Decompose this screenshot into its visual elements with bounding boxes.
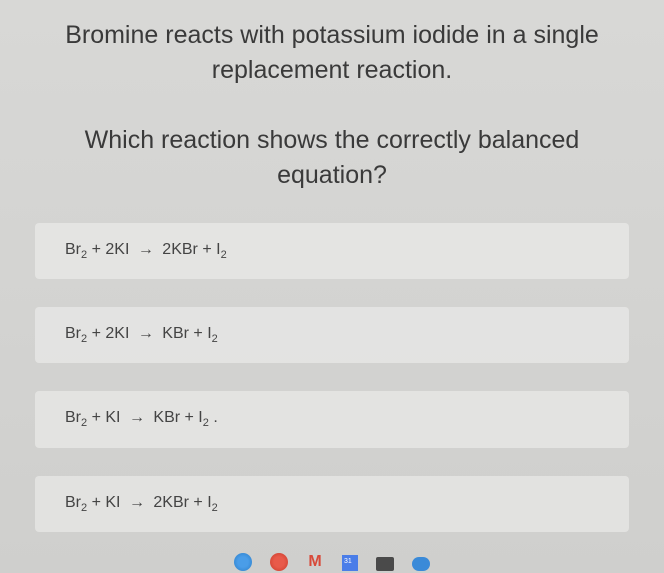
chat-icon[interactable] [412,557,430,571]
equation-text: Br2 + KI → KBr + I2 . [65,409,218,426]
calendar-icon[interactable] [342,555,358,571]
app-icon[interactable] [270,553,288,571]
option-3[interactable]: Br2 + KI → KBr + I2 . [35,391,629,447]
browser-icon[interactable] [234,553,252,571]
option-4[interactable]: Br2 + KI → 2KBr + I2 [35,476,629,532]
option-1[interactable]: Br2 + 2KI → 2KBr + I2 [35,223,629,279]
option-2[interactable]: Br2 + 2KI → KBr + I2 [35,307,629,363]
options-list: Br2 + 2KI → 2KBr + I2 Br2 + 2KI → KBr + … [30,223,634,532]
taskbar: M [0,553,664,573]
video-icon[interactable] [376,557,394,571]
question-container: Bromine reacts with potassium iodide in … [0,0,664,532]
gmail-icon[interactable]: M [306,553,324,571]
equation-text: Br2 + 2KI → KBr + I2 [65,325,218,342]
equation-text: Br2 + KI → 2KBr + I2 [65,494,218,511]
question-intro: Bromine reacts with potassium iodide in … [30,18,634,88]
equation-text: Br2 + 2KI → 2KBr + I2 [65,241,227,258]
question-prompt: Which reaction shows the correctly balan… [30,123,634,193]
